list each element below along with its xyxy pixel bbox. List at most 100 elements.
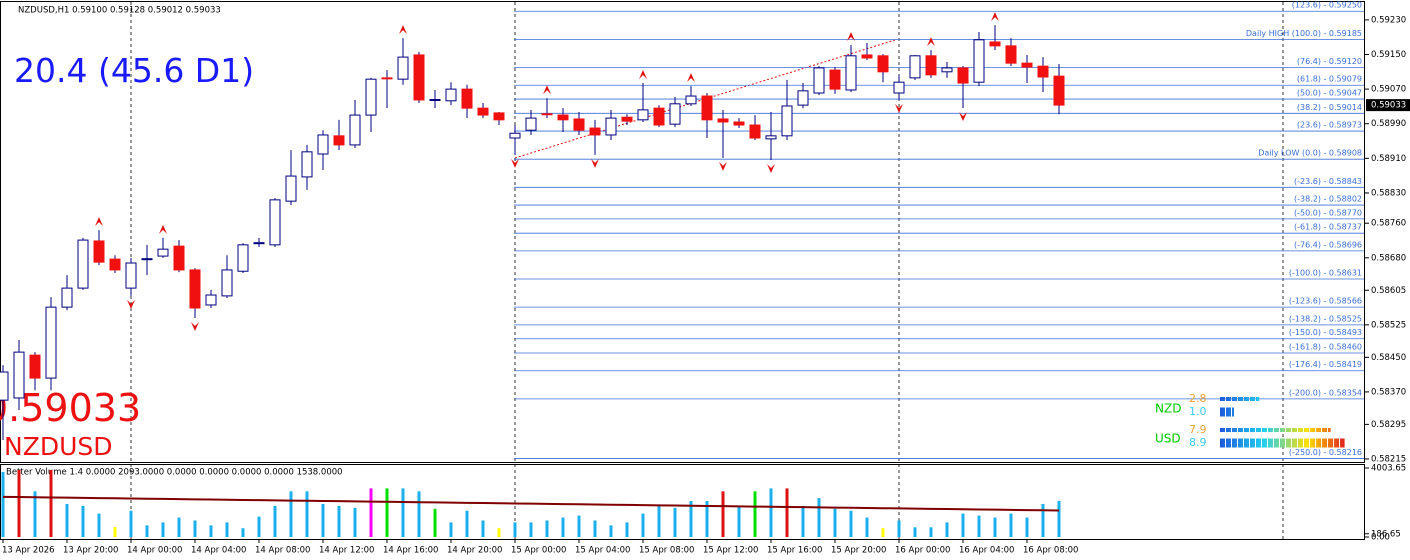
candle-body bbox=[685, 95, 697, 105]
candle-body bbox=[1005, 45, 1017, 64]
candle-body bbox=[397, 56, 409, 80]
volume-bar bbox=[513, 522, 517, 537]
x-tick-label: 15 Apr 04:00 bbox=[575, 546, 630, 556]
candle-body bbox=[365, 78, 377, 116]
fib-level-label: (-100.0) - 0.58631 bbox=[1289, 269, 1362, 278]
candle-body bbox=[253, 242, 265, 245]
y-tick-label: 0.58295 bbox=[1371, 420, 1406, 430]
candle-body bbox=[493, 112, 505, 121]
candle-body bbox=[797, 90, 809, 106]
x-tick-label: 15 Apr 00:00 bbox=[511, 546, 566, 556]
candle-body bbox=[445, 88, 457, 102]
fib-level-label: (-123.6) - 0.58566 bbox=[1289, 297, 1362, 306]
fractal-arrow bbox=[687, 73, 695, 83]
big-symbol: NZDUSD bbox=[4, 432, 113, 461]
fractal-arrow bbox=[719, 161, 727, 171]
volume-bar bbox=[689, 501, 693, 537]
volume-bar bbox=[1025, 517, 1029, 537]
candle-body bbox=[957, 67, 969, 84]
fib-level-label: (-150.0) - 0.58493 bbox=[1289, 328, 1362, 337]
candle-body bbox=[669, 103, 681, 125]
volume-bar bbox=[561, 517, 565, 537]
fractal-arrow bbox=[399, 25, 407, 35]
fib-level-label: (-176.4) - 0.58419 bbox=[1289, 360, 1362, 369]
fractal-arrow bbox=[847, 31, 855, 41]
volume-bar bbox=[385, 488, 389, 537]
candle-body bbox=[45, 306, 57, 379]
strength-value: 2.8 bbox=[1189, 392, 1207, 405]
y-tick-label: 4003.65 bbox=[1371, 464, 1406, 474]
fib-level-label: (-138.2) - 0.58525 bbox=[1289, 314, 1362, 323]
volume-bar bbox=[929, 527, 933, 537]
candle-body bbox=[157, 248, 169, 257]
candle-body bbox=[845, 55, 857, 91]
candle-body bbox=[125, 262, 137, 289]
candle-body bbox=[61, 287, 73, 308]
strength-value: 7.9 bbox=[1189, 423, 1207, 436]
fib-level-label: (61.8) - 0.59079 bbox=[1297, 75, 1362, 84]
volume-bar bbox=[865, 517, 869, 537]
fib-level-label: (50.0) - 0.59047 bbox=[1297, 89, 1362, 98]
candle-body bbox=[333, 135, 345, 146]
x-tick-label: 16 Apr 00:00 bbox=[895, 546, 950, 556]
volume-bar bbox=[913, 527, 917, 537]
volume-bar bbox=[353, 507, 357, 537]
volume-bar bbox=[481, 520, 485, 537]
candle-body bbox=[429, 98, 441, 101]
volume-bar bbox=[225, 522, 229, 537]
fib-level-label: (-250.0) - 0.58216 bbox=[1289, 448, 1362, 457]
fractal-arrow bbox=[927, 37, 935, 47]
fractal-arrow bbox=[127, 299, 135, 309]
volume-bar bbox=[609, 525, 613, 537]
current-price-label: 0.59033 bbox=[1371, 101, 1406, 111]
x-tick-label: 15 Apr 20:00 bbox=[831, 546, 886, 556]
candle-body bbox=[285, 175, 297, 202]
volume-average bbox=[2, 495, 1060, 512]
volume-bar bbox=[801, 505, 805, 537]
volume-bar bbox=[705, 501, 709, 537]
candle-body bbox=[0, 371, 9, 401]
fractal-arrow bbox=[159, 224, 167, 234]
candle-body bbox=[989, 41, 1001, 47]
y-tick-label: 0.58215 bbox=[1371, 454, 1406, 464]
candle-body bbox=[925, 55, 937, 76]
candle-body bbox=[733, 121, 745, 126]
candle-body bbox=[461, 88, 473, 109]
volume-bar bbox=[305, 491, 309, 537]
plot-layer bbox=[130, 2, 1364, 539]
strength-currency: NZD bbox=[1155, 402, 1181, 416]
volume-bar bbox=[673, 507, 677, 537]
x-tick-label: 15 Apr 16:00 bbox=[767, 546, 822, 556]
volume-bar bbox=[321, 503, 325, 537]
volume-bar bbox=[209, 525, 213, 537]
fib-level-label: Daily LOW (0.0) - 0.58908 bbox=[1258, 149, 1362, 158]
candle-body bbox=[93, 240, 105, 263]
x-tick-label: 15 Apr 08:00 bbox=[639, 546, 694, 556]
volume-header: Better Volume 1.4 0.0000 2093.0000 0.000… bbox=[6, 468, 343, 478]
volume-bar bbox=[657, 505, 661, 537]
candle-body bbox=[205, 294, 217, 306]
x-tick-label: 14 Apr 04:00 bbox=[191, 546, 246, 556]
candle-body bbox=[269, 199, 281, 246]
candle-body bbox=[717, 118, 729, 123]
candle-body bbox=[861, 54, 873, 59]
volume-bar bbox=[449, 522, 453, 537]
candle-body bbox=[941, 67, 953, 73]
candle-body bbox=[541, 113, 553, 116]
volume-bar bbox=[177, 517, 181, 537]
y-tick-label: 0.59070 bbox=[1371, 85, 1406, 95]
strength-currency: USD bbox=[1155, 432, 1181, 446]
volume-bar bbox=[17, 469, 21, 537]
y-tick-label: 0.58910 bbox=[1371, 154, 1406, 164]
fib-level-label: (76.4) - 0.59120 bbox=[1297, 57, 1362, 66]
x-tick-label: 15 Apr 12:00 bbox=[703, 546, 758, 556]
volume-bar bbox=[81, 505, 85, 537]
volume-bar bbox=[49, 469, 53, 537]
volume-bar bbox=[577, 515, 581, 537]
volume-bar bbox=[529, 522, 533, 537]
candle-body bbox=[749, 124, 761, 139]
candle-body bbox=[509, 132, 521, 139]
candle-body bbox=[189, 269, 201, 309]
fib-level-label: (-200.0) - 0.58354 bbox=[1289, 388, 1362, 397]
